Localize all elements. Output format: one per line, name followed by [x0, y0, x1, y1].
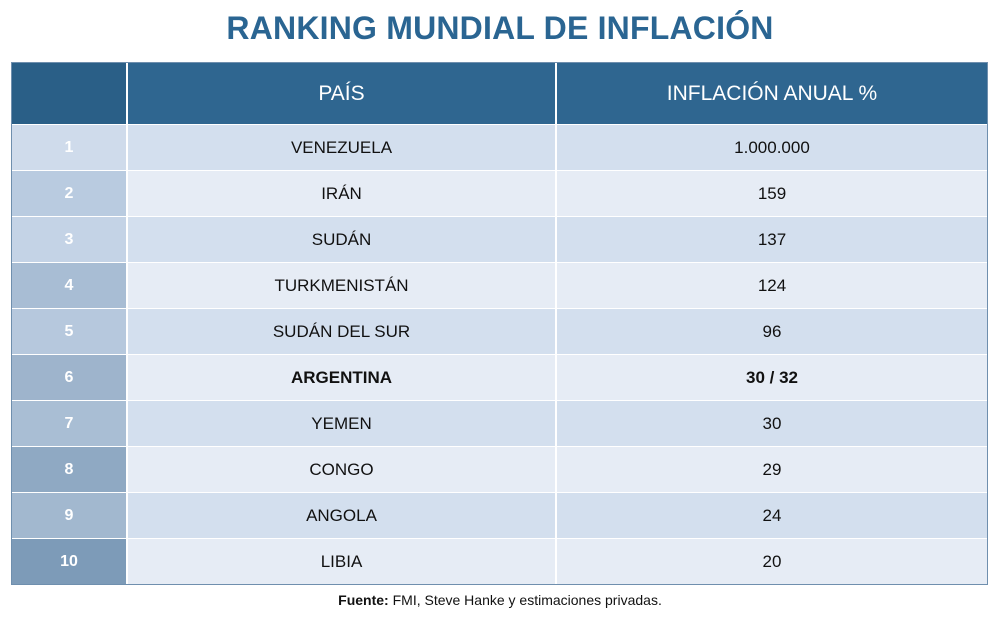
- table-body: 1 VENEZUELA 1.000.000 2 IRÁN 159 3 SUDÁN 137 4 TUR…: [12, 124, 987, 584]
- table-row: 5 SUDÁN DEL SUR 96: [12, 308, 987, 354]
- country-cell: TURKMENISTÁN: [128, 263, 557, 308]
- table-row: 7 YEMEN 30: [12, 400, 987, 446]
- inflation-value-cell: 20: [762, 551, 782, 571]
- table-row: 4 TURKMENISTÁN 124: [12, 262, 987, 308]
- rank-cell: 3: [12, 217, 128, 262]
- rank-cell: 5: [12, 309, 128, 354]
- inflation-value-cell: 96: [762, 321, 782, 341]
- country-cell: LIBIA: [128, 539, 557, 584]
- rank-cell: 9: [12, 493, 128, 538]
- rank-cell: 10: [12, 539, 128, 584]
- country-cell: ARGENTINA: [128, 355, 557, 400]
- header-rank-cell: [12, 63, 128, 124]
- table-row: 3 SUDÁN 137: [12, 216, 987, 262]
- source-text: FMI, Steve Hanke y estimaciones privadas…: [392, 592, 662, 608]
- country-cell: IRÁN: [128, 171, 557, 216]
- country-cell: CONGO: [128, 447, 557, 492]
- rank-cell: 2: [12, 171, 128, 216]
- table-row: 9 ANGOLA 24: [12, 492, 987, 538]
- header-country-cell: PAÍS: [128, 63, 557, 124]
- inflation-value-cell: 29: [762, 459, 782, 479]
- inflation-value-cell: 124: [757, 275, 787, 295]
- rank-cell: 7: [12, 401, 128, 446]
- country-cell: YEMEN: [128, 401, 557, 446]
- country-cell: SUDÁN: [128, 217, 557, 262]
- country-cell: VENEZUELA: [128, 125, 557, 170]
- table-row: 8 CONGO 29: [12, 446, 987, 492]
- table-row: 2 IRÁN 159: [12, 170, 987, 216]
- table-row: 1 VENEZUELA 1.000.000: [12, 124, 987, 170]
- header-inflation-cell: INFLACIÓN ANUAL %: [666, 81, 878, 105]
- inflation-value-cell: 24: [762, 505, 782, 525]
- table-row: 6 ARGENTINA 30 / 32: [12, 354, 987, 400]
- rank-cell: 4: [12, 263, 128, 308]
- table-row: 10 LIBIA 20: [12, 538, 987, 584]
- country-cell: ANGOLA: [128, 493, 557, 538]
- inflation-value-cell: 1.000.000: [734, 137, 810, 157]
- rank-cell: 1: [12, 125, 128, 170]
- table-header-row: PAÍS INFLACIÓN ANUAL %: [12, 63, 987, 124]
- inflation-value-cell: 137: [757, 229, 787, 249]
- inflation-value-cell: 159: [757, 183, 787, 203]
- inflation-value-cell: 30: [762, 413, 782, 433]
- rank-cell: 8: [12, 447, 128, 492]
- source-note: Fuente: FMI, Steve Hanke y estimaciones …: [0, 592, 1000, 608]
- inflation-ranking-table: PAÍS INFLACIÓN ANUAL % 1 VENEZUELA 1.000.0…: [11, 62, 988, 585]
- rank-cell: 6: [12, 355, 128, 400]
- inflation-value-cell: 30 / 32: [746, 367, 798, 387]
- country-cell: SUDÁN DEL SUR: [128, 309, 557, 354]
- page-title: RANKING MUNDIAL DE INFLACIÓN: [226, 10, 774, 46]
- source-label: Fuente:: [338, 592, 389, 608]
